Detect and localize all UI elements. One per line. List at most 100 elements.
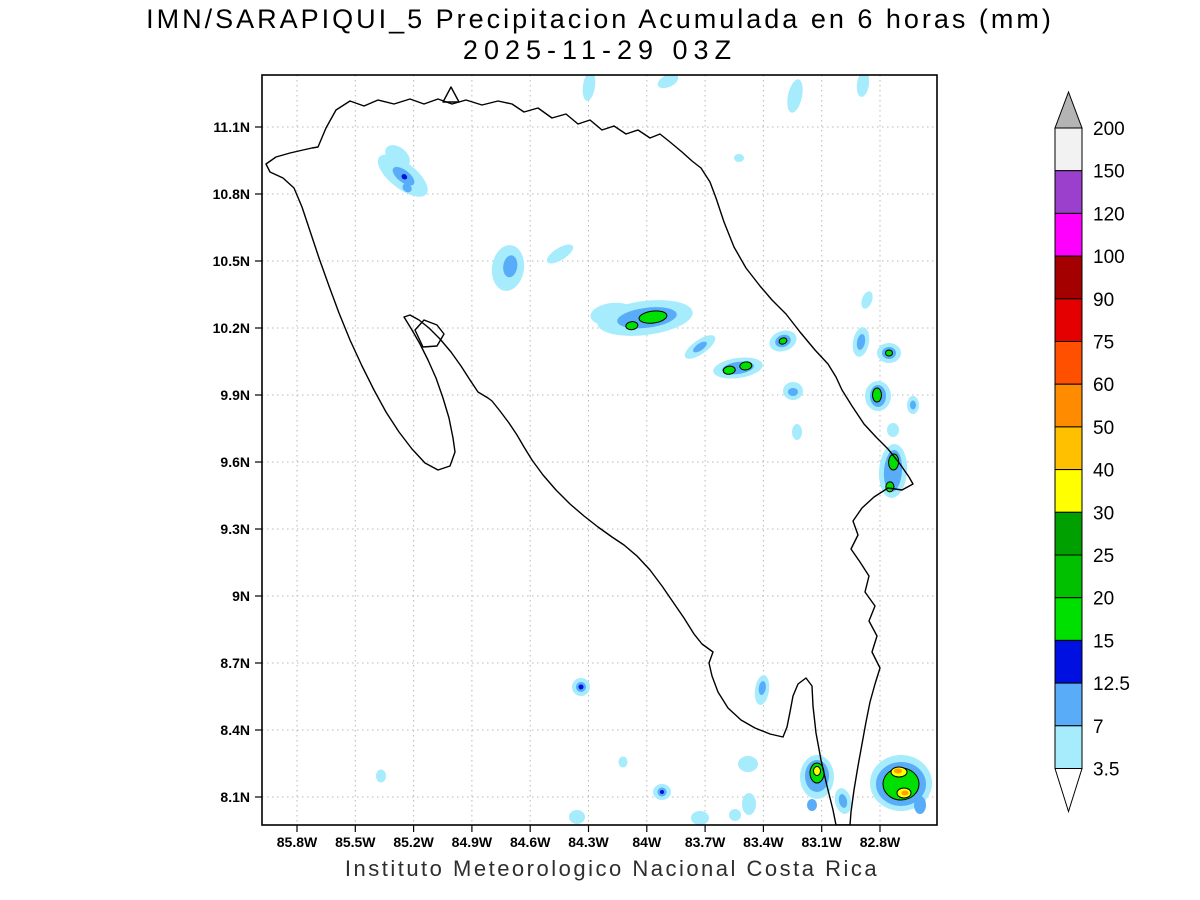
colorbar-segment: [1054, 426, 1083, 471]
precip-cell: [618, 756, 628, 768]
precip-cell: [572, 678, 590, 696]
x-tick-label: 85.5W: [335, 834, 376, 850]
precip-cell: [734, 154, 744, 162]
precip-cell-layer: [885, 349, 893, 357]
colorbar-label: 25: [1093, 546, 1114, 567]
precip-cell: [742, 793, 756, 815]
colorbar-label: 3.5: [1093, 760, 1119, 781]
precip-cell-layer: [838, 794, 848, 808]
precip-cell: [861, 291, 873, 309]
precip-cell: [887, 423, 899, 437]
x-tick-label: 83.7W: [685, 834, 726, 850]
precip-cell-layer: [376, 769, 386, 783]
colorbar-top-arrow: [1054, 90, 1083, 129]
x-tick-label: 84.6W: [510, 834, 551, 850]
precip-cell-layer: [739, 361, 753, 371]
colorbar-label: 40: [1093, 461, 1114, 482]
precip-cell-layer: [861, 291, 873, 309]
precip-cell-layer: [738, 756, 758, 772]
colorbar-label: 7: [1093, 717, 1104, 738]
axis-labels: 85.8W 85.5W 85.2W 84.9W 84.6W 84.3W 84W 83.7W 83…: [213, 119, 901, 850]
precip-cell: [590, 300, 693, 336]
y-tick-label: 11.1N: [213, 119, 250, 135]
precip-cell: [754, 675, 770, 705]
precip-cell-layer: [901, 790, 909, 796]
colorbar-label: 12.5: [1093, 674, 1130, 695]
precip-cell-layer: [758, 681, 766, 695]
precip-cell: [807, 799, 817, 811]
colorbar-bottom-arrow: [1054, 768, 1083, 814]
precip-cell-layer: [872, 387, 882, 403]
x-tick-label: 84W: [632, 834, 662, 850]
precip-cell: [792, 424, 802, 440]
precip-cell: [684, 335, 716, 359]
precip-cell-layer: [910, 400, 916, 410]
precip-cell: [491, 245, 525, 291]
y-tick-label: 10.8N: [213, 186, 250, 202]
x-tick-label: 83.1W: [801, 834, 842, 850]
y-tick-label: 10.5N: [213, 253, 250, 269]
colorbar-segment: [1054, 170, 1083, 214]
precip-cell-layer: [503, 255, 518, 278]
precip-cell: [783, 382, 803, 400]
precip-cell: [852, 327, 870, 357]
precip-cell: [856, 75, 870, 97]
precip-cell-layer: [578, 684, 584, 690]
precip-cell: [376, 769, 386, 783]
precip-cell: [877, 343, 901, 363]
precip-cell-layer: [402, 183, 412, 193]
y-tick-label: 9.3N: [220, 521, 250, 537]
x-tick-label: 84.3W: [568, 834, 609, 850]
colorbar-label: 75: [1093, 333, 1114, 354]
precip-cell-layer: [660, 790, 664, 794]
colorbar-label: 60: [1093, 375, 1114, 396]
colorbar-segment: [1054, 725, 1083, 769]
precip-cell: [907, 396, 919, 414]
costa-rica-outline: [265, 86, 914, 825]
precip-cell: [653, 784, 671, 800]
colorbar-label: 200: [1093, 119, 1125, 140]
island-outline-path: [414, 319, 445, 348]
chart-title: IMN/SARAPIQUI_5 Precipitacion Acumulada …: [0, 4, 1200, 66]
colorbar-segment: [1054, 511, 1083, 556]
precip-cell: [657, 75, 679, 89]
precip-cell-layer: [582, 75, 596, 101]
lake-triangle-path: [442, 86, 460, 103]
precip-cell-layer: [856, 334, 866, 350]
y-tick-label: 8.7N: [220, 655, 250, 671]
plot-frame: [261, 74, 938, 826]
precip-cell-layer: [807, 799, 817, 811]
precip-cell: [377, 145, 428, 197]
precip-cell: [787, 79, 803, 113]
y-tick-label: 9.6N: [220, 454, 250, 470]
colorbar-label: 30: [1093, 503, 1114, 524]
precip-cell: [769, 330, 797, 352]
precip-cell-layer: [625, 321, 639, 331]
x-tick-label: 82.8W: [860, 834, 901, 850]
colorbar-segment: [1054, 127, 1083, 172]
precip-cell: [834, 788, 852, 814]
y-tick-label: 9N: [232, 588, 250, 604]
precip-cell-layer: [813, 766, 821, 776]
colorbar-label: 20: [1093, 589, 1114, 610]
precip-cell-layer: [778, 337, 788, 345]
precip-cell: [691, 811, 709, 825]
precip-cell: [865, 381, 891, 411]
precip-cell-layer: [546, 244, 574, 264]
precip-cell: [738, 756, 758, 772]
x-tick-label: 83.4W: [743, 834, 784, 850]
precip-cell-layer: [788, 388, 798, 396]
x-tick-label: 84.9W: [452, 834, 493, 850]
footer-caption: Instituto Meteorologico Nacional Costa R…: [344, 856, 880, 881]
grid-lines: [262, 75, 937, 825]
colorbar-label: 120: [1093, 204, 1125, 225]
colorbar: 200 150 120 100 90 75 60 50 40 30 25 20 15 12.5 7 3.5: [1054, 90, 1130, 814]
colorbar-segment: [1054, 554, 1083, 599]
colorbar-segment: [1054, 682, 1083, 727]
precip-cell-layer: [618, 756, 628, 768]
precip-cell-layer: [569, 810, 585, 824]
colorbar-label: 90: [1093, 290, 1114, 311]
precip-cell-layer: [401, 174, 408, 180]
y-tick-label: 8.4N: [220, 722, 250, 738]
